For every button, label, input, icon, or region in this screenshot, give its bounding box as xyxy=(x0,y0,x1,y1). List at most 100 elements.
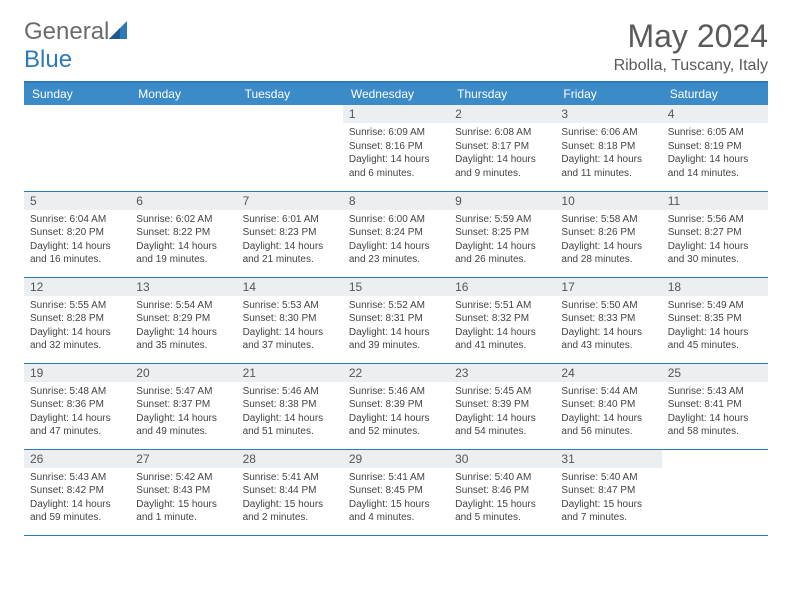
sunrise-line: Sunrise: 5:40 AM xyxy=(455,471,549,485)
daylight-line: Daylight: 14 hours and 47 minutes. xyxy=(30,412,124,439)
sunset-line: Sunset: 8:22 PM xyxy=(136,226,230,240)
day-number: 11 xyxy=(662,192,768,210)
sunrise-line: Sunrise: 5:48 AM xyxy=(30,385,124,399)
day-number: 14 xyxy=(237,278,343,296)
calendar-day: 11Sunrise: 5:56 AMSunset: 8:27 PMDayligh… xyxy=(662,191,768,277)
calendar-day: 5Sunrise: 6:04 AMSunset: 8:20 PMDaylight… xyxy=(24,191,130,277)
calendar-day: 12Sunrise: 5:55 AMSunset: 8:28 PMDayligh… xyxy=(24,277,130,363)
daylight-line: Daylight: 14 hours and 39 minutes. xyxy=(349,326,443,353)
day-details: Sunrise: 6:01 AMSunset: 8:23 PMDaylight:… xyxy=(237,210,343,271)
daylight-line: Daylight: 14 hours and 52 minutes. xyxy=(349,412,443,439)
sunset-line: Sunset: 8:16 PM xyxy=(349,140,443,154)
day-details: Sunrise: 6:04 AMSunset: 8:20 PMDaylight:… xyxy=(24,210,130,271)
sunset-line: Sunset: 8:18 PM xyxy=(561,140,655,154)
daylight-line: Daylight: 14 hours and 51 minutes. xyxy=(243,412,337,439)
sunset-line: Sunset: 8:44 PM xyxy=(243,484,337,498)
sunrise-line: Sunrise: 5:49 AM xyxy=(668,299,762,313)
day-details: Sunrise: 5:51 AMSunset: 8:32 PMDaylight:… xyxy=(449,296,555,357)
calendar-day: 29Sunrise: 5:41 AMSunset: 8:45 PMDayligh… xyxy=(343,449,449,535)
brand-name-part1: General xyxy=(24,18,109,45)
calendar-day: 17Sunrise: 5:50 AMSunset: 8:33 PMDayligh… xyxy=(555,277,661,363)
sunrise-line: Sunrise: 5:52 AM xyxy=(349,299,443,313)
weekday-header: Wednesday xyxy=(343,83,449,105)
weekday-header-row: SundayMondayTuesdayWednesdayThursdayFrid… xyxy=(24,83,768,105)
calendar-day: 28Sunrise: 5:41 AMSunset: 8:44 PMDayligh… xyxy=(237,449,343,535)
day-details: Sunrise: 6:06 AMSunset: 8:18 PMDaylight:… xyxy=(555,123,661,184)
sunset-line: Sunset: 8:20 PM xyxy=(30,226,124,240)
calendar-day: 16Sunrise: 5:51 AMSunset: 8:32 PMDayligh… xyxy=(449,277,555,363)
calendar-day: 21Sunrise: 5:46 AMSunset: 8:38 PMDayligh… xyxy=(237,363,343,449)
sunset-line: Sunset: 8:32 PM xyxy=(455,312,549,326)
day-details: Sunrise: 5:43 AMSunset: 8:41 PMDaylight:… xyxy=(662,382,768,443)
daylight-line: Daylight: 14 hours and 19 minutes. xyxy=(136,240,230,267)
calendar-day: 7Sunrise: 6:01 AMSunset: 8:23 PMDaylight… xyxy=(237,191,343,277)
sunset-line: Sunset: 8:40 PM xyxy=(561,398,655,412)
daylight-line: Daylight: 15 hours and 2 minutes. xyxy=(243,498,337,525)
daylight-line: Daylight: 14 hours and 58 minutes. xyxy=(668,412,762,439)
day-details: Sunrise: 5:46 AMSunset: 8:38 PMDaylight:… xyxy=(237,382,343,443)
day-number: 8 xyxy=(343,192,449,210)
sunrise-line: Sunrise: 5:47 AM xyxy=(136,385,230,399)
day-number: 2 xyxy=(449,105,555,123)
sunset-line: Sunset: 8:35 PM xyxy=(668,312,762,326)
sunset-line: Sunset: 8:24 PM xyxy=(349,226,443,240)
day-number: 23 xyxy=(449,364,555,382)
day-number: 31 xyxy=(555,450,661,468)
sunrise-line: Sunrise: 5:46 AM xyxy=(349,385,443,399)
sunset-line: Sunset: 8:28 PM xyxy=(30,312,124,326)
calendar-day: 6Sunrise: 6:02 AMSunset: 8:22 PMDaylight… xyxy=(130,191,236,277)
sunset-line: Sunset: 8:23 PM xyxy=(243,226,337,240)
brand-name: GeneralBlue xyxy=(24,18,131,74)
sunrise-line: Sunrise: 5:42 AM xyxy=(136,471,230,485)
calendar-day: 10Sunrise: 5:58 AMSunset: 8:26 PMDayligh… xyxy=(555,191,661,277)
weekday-header: Sunday xyxy=(24,83,130,105)
weekday-header: Saturday xyxy=(662,83,768,105)
daylight-line: Daylight: 14 hours and 45 minutes. xyxy=(668,326,762,353)
calendar-day: .. xyxy=(237,105,343,191)
day-details: Sunrise: 5:55 AMSunset: 8:28 PMDaylight:… xyxy=(24,296,130,357)
day-details: Sunrise: 5:42 AMSunset: 8:43 PMDaylight:… xyxy=(130,468,236,529)
sunset-line: Sunset: 8:42 PM xyxy=(30,484,124,498)
day-number: 9 xyxy=(449,192,555,210)
page-header: GeneralBlue May 2024 Ribolla, Tuscany, I… xyxy=(24,18,768,75)
calendar-day: .. xyxy=(130,105,236,191)
sunset-line: Sunset: 8:26 PM xyxy=(561,226,655,240)
day-number: 24 xyxy=(555,364,661,382)
day-details: Sunrise: 5:52 AMSunset: 8:31 PMDaylight:… xyxy=(343,296,449,357)
calendar-day: 4Sunrise: 6:05 AMSunset: 8:19 PMDaylight… xyxy=(662,105,768,191)
calendar-week: 19Sunrise: 5:48 AMSunset: 8:36 PMDayligh… xyxy=(24,363,768,449)
day-number: 7 xyxy=(237,192,343,210)
sunrise-line: Sunrise: 6:05 AM xyxy=(668,126,762,140)
day-number: 21 xyxy=(237,364,343,382)
day-details: Sunrise: 5:47 AMSunset: 8:37 PMDaylight:… xyxy=(130,382,236,443)
sunset-line: Sunset: 8:30 PM xyxy=(243,312,337,326)
sunset-line: Sunset: 8:33 PM xyxy=(561,312,655,326)
sunset-line: Sunset: 8:31 PM xyxy=(349,312,443,326)
calendar-day: 20Sunrise: 5:47 AMSunset: 8:37 PMDayligh… xyxy=(130,363,236,449)
day-details: Sunrise: 6:08 AMSunset: 8:17 PMDaylight:… xyxy=(449,123,555,184)
sunset-line: Sunset: 8:39 PM xyxy=(455,398,549,412)
daylight-line: Daylight: 14 hours and 11 minutes. xyxy=(561,153,655,180)
daylight-line: Daylight: 14 hours and 56 minutes. xyxy=(561,412,655,439)
day-number: 18 xyxy=(662,278,768,296)
calendar-day: 31Sunrise: 5:40 AMSunset: 8:47 PMDayligh… xyxy=(555,449,661,535)
day-number: 29 xyxy=(343,450,449,468)
sunset-line: Sunset: 8:45 PM xyxy=(349,484,443,498)
calendar-table: SundayMondayTuesdayWednesdayThursdayFrid… xyxy=(24,83,768,536)
brand-sail-icon xyxy=(109,18,131,46)
sunset-line: Sunset: 8:36 PM xyxy=(30,398,124,412)
calendar-thead: SundayMondayTuesdayWednesdayThursdayFrid… xyxy=(24,83,768,105)
day-details: Sunrise: 5:48 AMSunset: 8:36 PMDaylight:… xyxy=(24,382,130,443)
day-number: 19 xyxy=(24,364,130,382)
day-details: Sunrise: 5:43 AMSunset: 8:42 PMDaylight:… xyxy=(24,468,130,529)
sunrise-line: Sunrise: 5:40 AM xyxy=(561,471,655,485)
day-details: Sunrise: 5:49 AMSunset: 8:35 PMDaylight:… xyxy=(662,296,768,357)
brand-logo: GeneralBlue xyxy=(24,18,131,74)
daylight-line: Daylight: 14 hours and 32 minutes. xyxy=(30,326,124,353)
weekday-header: Friday xyxy=(555,83,661,105)
calendar-body: ......1Sunrise: 6:09 AMSunset: 8:16 PMDa… xyxy=(24,105,768,535)
day-number: 30 xyxy=(449,450,555,468)
calendar-day: 3Sunrise: 6:06 AMSunset: 8:18 PMDaylight… xyxy=(555,105,661,191)
sunset-line: Sunset: 8:43 PM xyxy=(136,484,230,498)
sunrise-line: Sunrise: 5:46 AM xyxy=(243,385,337,399)
